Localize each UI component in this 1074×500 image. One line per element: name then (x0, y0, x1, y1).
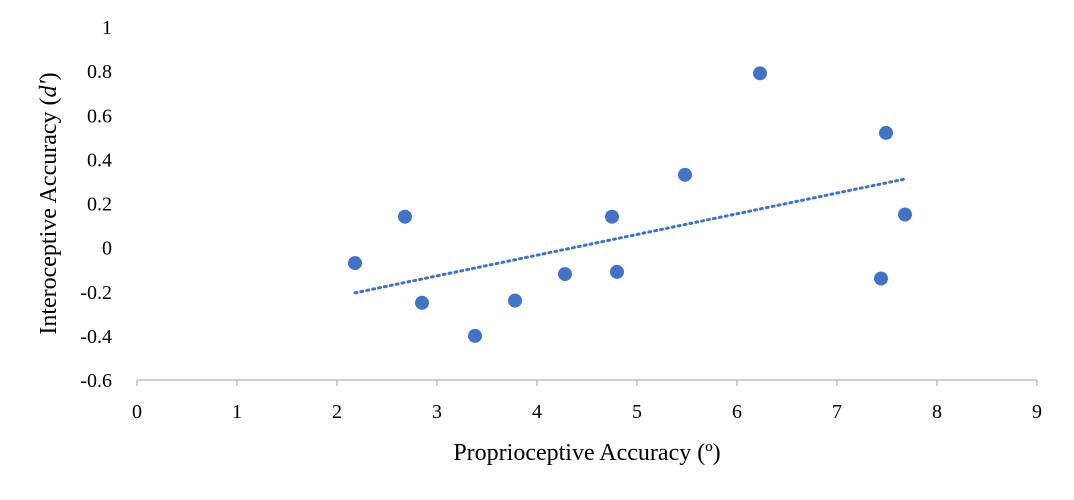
data-point (605, 209, 619, 224)
x-tick-label: 2 (332, 401, 342, 423)
y-tick-label: -0.4 (80, 326, 112, 348)
x-tick-label: 3 (432, 401, 442, 423)
y-tick-label: 1 (102, 17, 112, 39)
y-tick-label: -0.2 (80, 282, 112, 304)
data-point (874, 271, 888, 286)
y-tick-label: 0.8 (87, 61, 112, 83)
y-axis-title-prefix: Interoceptive Accuracy ( (36, 97, 62, 334)
y-axis-title-suffix: ) (36, 72, 62, 80)
y-axis-title-italic: d' (36, 79, 62, 97)
y-axis-title: Interoceptive Accuracy (d') (36, 72, 62, 334)
x-tick-label: 8 (932, 401, 942, 423)
data-point (508, 293, 522, 308)
data-point (398, 209, 412, 224)
y-tick-label: 0.4 (87, 149, 112, 171)
data-point (348, 256, 362, 271)
y-tick-label: -0.6 (80, 370, 112, 392)
data-point (753, 66, 767, 81)
y-tick-labels: 1 0.8 0.6 0.4 0.2 0 -0.2 -0.4 -0.6 (80, 17, 112, 392)
x-tick-label: 9 (1032, 401, 1042, 423)
trendline (353, 177, 909, 295)
y-tick-label: 0.2 (87, 194, 112, 216)
y-tick-label: 0 (102, 238, 112, 260)
data-point (468, 328, 482, 343)
data-point (415, 295, 429, 310)
x-tick-label: 7 (832, 401, 842, 423)
x-tick-label: 1 (232, 401, 242, 423)
x-tick-label: 5 (632, 401, 642, 423)
data-points (348, 66, 912, 343)
x-tick-label: 0 (132, 401, 142, 423)
x-tick-label: 6 (732, 401, 742, 423)
data-point (558, 267, 572, 282)
data-point (678, 167, 692, 182)
x-tick-label: 4 (532, 401, 542, 423)
x-axis-title: Proprioceptive Accuracy (º) (453, 440, 720, 466)
data-point (898, 207, 912, 222)
data-point (879, 125, 893, 140)
x-tick-marks (136, 380, 1038, 386)
data-point (610, 264, 624, 279)
y-tick-label: 0.6 (87, 105, 112, 127)
x-tick-labels: 0 1 2 3 4 5 6 7 8 9 (132, 401, 1042, 423)
